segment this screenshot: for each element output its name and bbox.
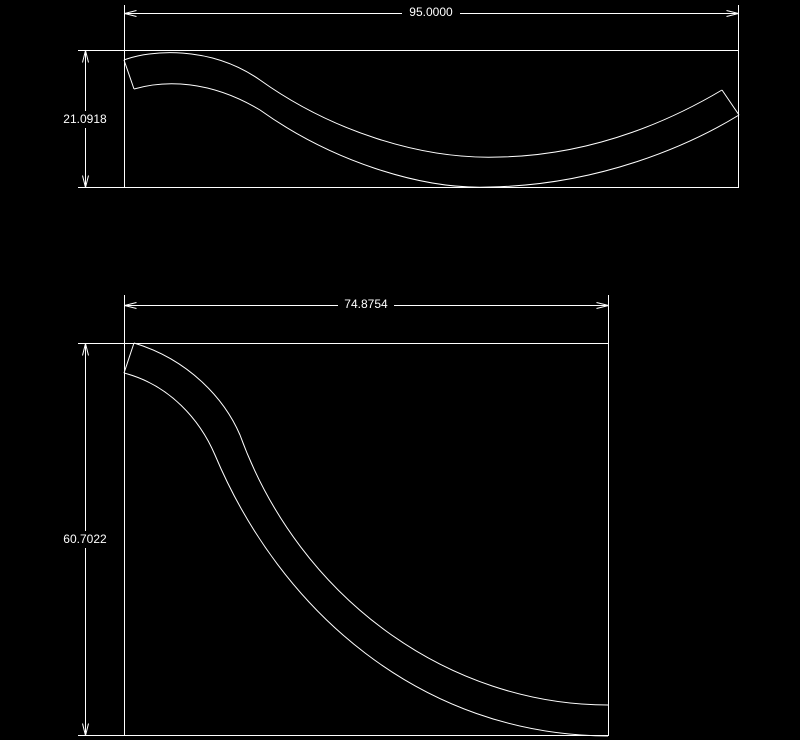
curve-edge [133, 83, 740, 188]
label-gap [338, 297, 394, 314]
bottom-view: 74.8754 60.7022 [58, 295, 609, 737]
dimension-label: 21.0918 [63, 112, 107, 126]
curve-edge [133, 342, 609, 706]
bounding-box [124, 343, 609, 736]
dimension-label: 60.7022 [63, 532, 107, 546]
dimension-label: 74.8754 [344, 297, 388, 311]
end-cap [123, 59, 740, 116]
curve-edge [123, 372, 609, 737]
bounding-box [124, 50, 739, 188]
curve-edge [123, 52, 723, 158]
label-gap [402, 5, 460, 22]
label-gap [58, 531, 112, 548]
label-gap [58, 111, 112, 128]
end-cap [123, 342, 135, 374]
dimension-label: 95.0000 [409, 5, 453, 19]
top-view: 95.0000 21.0918 [58, 5, 740, 188]
